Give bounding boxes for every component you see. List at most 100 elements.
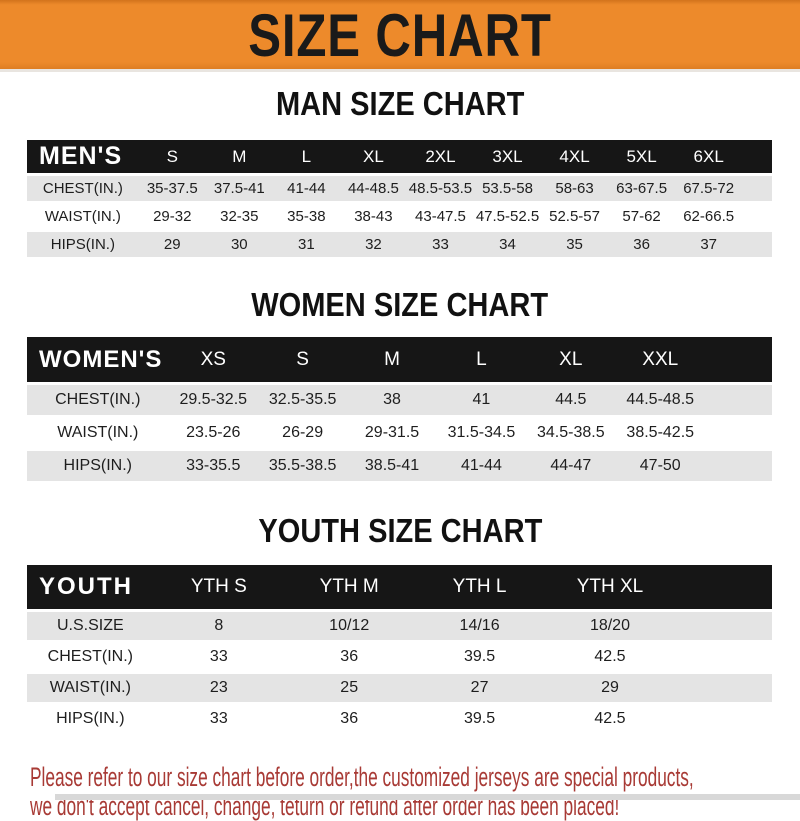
table-title-cell: WOMEN'S [39, 345, 163, 373]
value-cell: 26-29 [282, 424, 324, 441]
value-cell: 29 [163, 236, 181, 253]
value-cell: 41-44 [287, 180, 326, 197]
value-cell: 31.5-34.5 [447, 424, 516, 441]
youth-size-table: YOUTH YTH S YTH M YTH L YTH XL U.S.SIZE 8 10/12… [27, 562, 772, 736]
table-title-cell: YOUTH [39, 573, 133, 600]
value-cell: 44.5 [555, 391, 587, 408]
youth-section-heading: YOUTH SIZE CHART [0, 514, 800, 547]
order-note: Please refer to our size chart before or… [30, 763, 800, 821]
value-cell: 18/20 [589, 617, 630, 634]
row-label-cell: WAIST(IN.) [49, 679, 131, 696]
value-cell: 42.5 [594, 648, 626, 665]
filler-cell [742, 176, 772, 201]
filler-cell [675, 674, 772, 702]
column-header-cell: L [476, 348, 487, 370]
row-label-cell: CHEST(IN.) [55, 391, 141, 408]
youth-size-section: YOUTH SIZE CHART YOUTH YTH S YTH M YTH L YTH… [0, 514, 800, 736]
value-cell: 29 [601, 679, 619, 696]
value-cell: 44-47 [550, 457, 592, 474]
value-cell: 36 [340, 648, 359, 665]
value-cell: 27 [470, 679, 489, 696]
value-cell: 43-47.5 [415, 208, 466, 225]
value-cell: 29-31.5 [364, 424, 420, 441]
row-label-cell: HIPS(IN.) [50, 236, 115, 253]
filler-cell [675, 643, 772, 671]
value-cell: 35-38 [287, 208, 326, 225]
row-label-cell: CHEST(IN.) [47, 648, 133, 665]
value-cell: 41 [472, 391, 491, 408]
value-cell: 33 [209, 710, 228, 727]
column-header-cell: S [166, 146, 178, 166]
filler-cell [705, 385, 772, 415]
value-cell: 35.5-38.5 [268, 457, 337, 474]
banner: SIZE CHART [0, 0, 800, 72]
value-cell: 57-62 [622, 208, 661, 225]
table-title-cell: MEN'S [39, 142, 123, 170]
column-header-cell: 5XL [626, 146, 657, 166]
man-section-heading: MAN SIZE CHART [0, 87, 800, 120]
column-header-cell: 3XL [492, 146, 523, 166]
column-header-cell: YTH S [190, 576, 247, 597]
value-cell: 25 [340, 679, 359, 696]
value-cell: 32-35 [220, 208, 259, 225]
men-size-table: MEN'S S M L XL 2XL 3XL 4XL 5XL 6XL CHEST(IN.) 35-37… [27, 137, 772, 260]
value-cell: 29-32 [153, 208, 192, 225]
value-cell: 10/12 [329, 617, 370, 634]
column-header-cell: XL [363, 146, 384, 166]
value-cell: 29.5-32.5 [179, 391, 248, 408]
column-header-cell: YTH M [319, 576, 379, 597]
value-cell: 52.5-57 [549, 208, 600, 225]
row-label-cell: U.S.SIZE [56, 617, 124, 634]
filler-cell [675, 612, 772, 640]
women-section-heading-text: WOMEN SIZE CHART [251, 286, 549, 323]
value-cell: 38 [383, 391, 401, 408]
value-cell: 36 [340, 710, 359, 727]
value-cell: 42.5 [594, 710, 626, 727]
value-cell: 62-66.5 [683, 208, 735, 225]
table-row: WAIST(IN.) 23 25 27 29 [27, 674, 772, 702]
man-section-heading-text: MAN SIZE CHART [275, 85, 525, 122]
women-size-table: WOMEN'S XS S M L XL XXL CHEST(IN.) 29.5-32.5 32.5… [27, 334, 772, 484]
column-header-cell: L [301, 146, 312, 166]
table-row: CHEST(IN.) 35-37.5 37.5-41 41-44 44-48.5 48.5… [27, 176, 772, 201]
man-size-section: MAN SIZE CHART MEN'S S M L XL 2XL 3XL 4XL 5XL 6XL… [0, 87, 800, 260]
column-header-cell: M [384, 348, 400, 370]
column-header-cell: 4XL [559, 146, 590, 166]
value-cell: 48.5-53.5 [408, 180, 473, 197]
women-size-section: WOMEN SIZE CHART WOMEN'S XS S M L XL XXL CHEST(… [0, 288, 800, 484]
column-header-cell: 6XL [693, 146, 724, 166]
value-cell: 8 [214, 617, 224, 634]
table-header-row: WOMEN'S XS S M L XL XXL [27, 337, 772, 382]
value-cell: 39.5 [464, 648, 496, 665]
value-cell: 30 [230, 236, 248, 253]
value-cell: 47.5-52.5 [475, 208, 540, 225]
column-header-cell: XL [559, 348, 583, 370]
row-label-cell: HIPS(IN.) [56, 710, 125, 727]
filler-cell [705, 337, 772, 382]
value-cell: 37.5-41 [213, 180, 265, 197]
table-header-row: YOUTH YTH S YTH M YTH L YTH XL [27, 565, 772, 609]
column-header-cell: YTH L [452, 576, 507, 597]
filler-cell [675, 705, 772, 733]
value-cell: 23 [209, 679, 228, 696]
row-label-cell: WAIST(IN.) [44, 208, 121, 225]
bottom-strip [55, 794, 800, 800]
filler-cell [675, 565, 772, 609]
column-header-cell: YTH XL [576, 576, 644, 597]
main-title: SIZE CHART [248, 1, 552, 69]
value-cell: 67.5-72 [683, 180, 735, 197]
value-cell: 33-35.5 [186, 457, 241, 474]
table-row: HIPS(IN.) 33-35.5 35.5-38.5 38.5-41 41-44 44-… [27, 451, 772, 481]
value-cell: 14/16 [459, 617, 500, 634]
value-cell: 32.5-35.5 [268, 391, 337, 408]
note-line-1: Please refer to our size chart before or… [30, 762, 694, 792]
value-cell: 31 [298, 236, 315, 253]
row-label-cell: WAIST(IN.) [57, 424, 139, 441]
table-row: U.S.SIZE 8 10/12 14/16 18/20 [27, 612, 772, 640]
value-cell: 38.5-42.5 [626, 424, 695, 441]
column-header-cell: M [232, 146, 247, 166]
value-cell: 32 [365, 236, 382, 253]
value-cell: 33 [432, 236, 449, 253]
table-row: WAIST(IN.) 23.5-26 26-29 29-31.5 31.5-34.5 34… [27, 418, 772, 448]
